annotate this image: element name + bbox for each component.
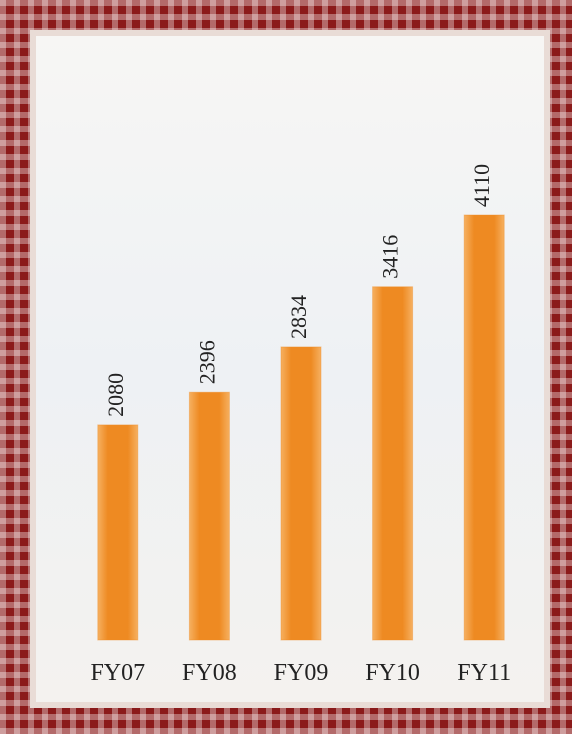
bar <box>280 346 322 641</box>
x-tick-label: FY11 <box>457 660 511 686</box>
data-label: 3416 <box>378 235 403 279</box>
x-tick-label: FY07 <box>90 660 145 686</box>
data-label: 2080 <box>103 373 128 417</box>
data-label: 4110 <box>469 164 494 207</box>
x-tick-label: FY08 <box>182 660 237 686</box>
bar <box>372 286 414 641</box>
data-label: 2834 <box>286 295 311 339</box>
bar <box>188 391 230 641</box>
bar <box>97 424 139 641</box>
data-label: 2396 <box>194 340 219 384</box>
x-tick-label: FY09 <box>274 660 329 686</box>
x-tick-label: FY10 <box>365 660 420 686</box>
bar <box>463 214 505 641</box>
